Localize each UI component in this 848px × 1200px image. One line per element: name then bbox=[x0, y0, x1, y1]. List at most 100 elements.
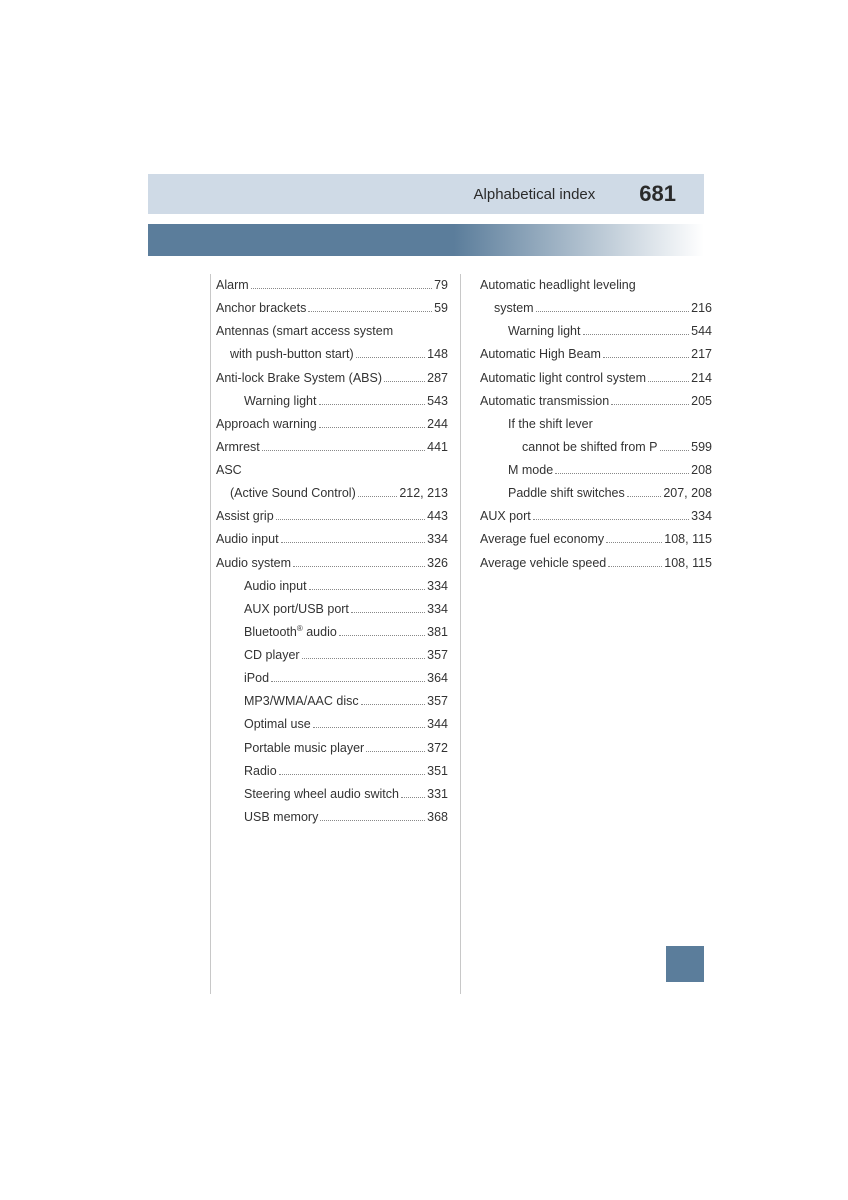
index-entry-label: with push-button start) bbox=[230, 343, 354, 366]
header-band: Alphabetical index 681 bbox=[148, 174, 704, 214]
index-entry-page: 357 bbox=[427, 644, 448, 667]
index-entry: Portable music player372 bbox=[216, 737, 448, 760]
index-entry-page: 543 bbox=[427, 390, 448, 413]
leader-dots bbox=[276, 519, 425, 520]
index-columns: Alarm79Anchor brackets59Antennas (smart … bbox=[216, 274, 716, 829]
index-entry: Audio system 326 bbox=[216, 552, 448, 575]
index-entry: Radio351 bbox=[216, 760, 448, 783]
index-entry-label: USB memory bbox=[244, 806, 318, 829]
index-entry: Automatic transmission 205 bbox=[480, 390, 712, 413]
thumb-tab bbox=[666, 946, 704, 982]
index-entry-label: Audio input bbox=[216, 528, 279, 551]
leader-dots bbox=[603, 357, 689, 358]
index-entry-page: 326 bbox=[427, 552, 448, 575]
index-entry-page: 344 bbox=[427, 713, 448, 736]
index-entry: Automatic High Beam 217 bbox=[480, 343, 712, 366]
index-entry-page: 331 bbox=[427, 783, 448, 806]
index-entry: MP3/WMA/AAC disc357 bbox=[216, 690, 448, 713]
index-entry-label: Assist grip bbox=[216, 505, 274, 528]
leader-dots bbox=[339, 635, 425, 636]
index-entry: iPod 364 bbox=[216, 667, 448, 690]
index-entry-page: 217 bbox=[691, 343, 712, 366]
leader-dots bbox=[358, 496, 398, 497]
leader-dots bbox=[366, 751, 425, 752]
index-entry: Audio input334 bbox=[216, 575, 448, 598]
index-entry-label: CD player bbox=[244, 644, 300, 667]
index-entry: Armrest 441 bbox=[216, 436, 448, 459]
index-entry-page: 244 bbox=[427, 413, 448, 436]
leader-dots bbox=[271, 681, 425, 682]
index-entry-label: Bluetooth® audio bbox=[244, 621, 337, 644]
leader-dots bbox=[262, 450, 425, 451]
index-entry-page: 79 bbox=[434, 274, 448, 297]
index-entry-label: AUX port/USB port bbox=[244, 598, 349, 621]
index-entry: If the shift lever bbox=[480, 413, 712, 436]
leader-dots bbox=[384, 381, 425, 382]
index-entry-label: Automatic transmission bbox=[480, 390, 609, 413]
index-entry-label: Radio bbox=[244, 760, 277, 783]
index-entry: Optimal use344 bbox=[216, 713, 448, 736]
index-entry-label: Automatic High Beam bbox=[480, 343, 601, 366]
index-entry: Average vehicle speed 108, 115 bbox=[480, 552, 712, 575]
index-entry-page: 368 bbox=[427, 806, 448, 829]
index-entry: Warning light544 bbox=[480, 320, 712, 343]
index-entry: Alarm79 bbox=[216, 274, 448, 297]
leader-dots bbox=[533, 519, 689, 520]
leader-dots bbox=[606, 542, 662, 543]
index-entry-page: 372 bbox=[427, 737, 448, 760]
index-entry-label: Automatic light control system bbox=[480, 367, 646, 390]
leader-dots bbox=[648, 381, 689, 382]
leader-dots bbox=[279, 774, 425, 775]
index-entry-label: Audio input bbox=[244, 575, 307, 598]
leader-dots bbox=[608, 566, 662, 567]
index-entry-label: iPod bbox=[244, 667, 269, 690]
index-entry-label: Average vehicle speed bbox=[480, 552, 606, 575]
leader-dots bbox=[611, 404, 689, 405]
index-entry: Bluetooth® audio381 bbox=[216, 621, 448, 644]
index-entry: AUX port 334 bbox=[480, 505, 712, 528]
leader-dots bbox=[583, 334, 690, 335]
page-number: 681 bbox=[639, 181, 676, 207]
index-entry-page: 207, 208 bbox=[663, 482, 712, 505]
index-entry-label: Audio system bbox=[216, 552, 291, 575]
index-entry-page: 334 bbox=[427, 528, 448, 551]
leader-dots bbox=[536, 311, 690, 312]
leader-dots bbox=[293, 566, 425, 567]
index-entry-label: Warning light bbox=[508, 320, 581, 343]
index-entry-page: 443 bbox=[427, 505, 448, 528]
leader-dots bbox=[356, 357, 425, 358]
index-entry: ASC bbox=[216, 459, 448, 482]
page-title: Alphabetical index bbox=[474, 186, 596, 203]
index-entry-label: ASC bbox=[216, 459, 242, 482]
index-entry-label: Steering wheel audio switch bbox=[244, 783, 399, 806]
leader-dots bbox=[555, 473, 689, 474]
index-entry-label: Antennas (smart access system bbox=[216, 320, 393, 343]
index-column-right: Automatic headlight levelingsystem216War… bbox=[480, 274, 712, 829]
index-entry: Average fuel economy108, 115 bbox=[480, 528, 712, 551]
index-entry-label: AUX port bbox=[480, 505, 531, 528]
index-entry-page: 334 bbox=[427, 598, 448, 621]
index-entry: system216 bbox=[480, 297, 712, 320]
index-entry-page: 599 bbox=[691, 436, 712, 459]
index-entry: cannot be shifted from P599 bbox=[480, 436, 712, 459]
index-entry-page: 205 bbox=[691, 390, 712, 413]
index-entry-label: M mode bbox=[508, 459, 553, 482]
index-entry-label: (Active Sound Control) bbox=[230, 482, 356, 505]
index-entry-page: 441 bbox=[427, 436, 448, 459]
leader-dots bbox=[320, 820, 425, 821]
index-entry: Automatic headlight leveling bbox=[480, 274, 712, 297]
gradient-band bbox=[148, 224, 704, 256]
leader-dots bbox=[401, 797, 425, 798]
index-entry-page: 334 bbox=[691, 505, 712, 528]
leader-dots bbox=[660, 450, 690, 451]
index-entry-page: 108, 115 bbox=[664, 552, 712, 575]
index-entry-page: 214 bbox=[691, 367, 712, 390]
index-entry-label: Armrest bbox=[216, 436, 260, 459]
index-entry-label: Warning light bbox=[244, 390, 317, 413]
index-entry: with push-button start)148 bbox=[216, 343, 448, 366]
index-entry-page: 216 bbox=[691, 297, 712, 320]
leader-dots bbox=[281, 542, 426, 543]
index-entry-page: 357 bbox=[427, 690, 448, 713]
index-entry-page: 287 bbox=[427, 367, 448, 390]
index-entry-page: 364 bbox=[427, 667, 448, 690]
